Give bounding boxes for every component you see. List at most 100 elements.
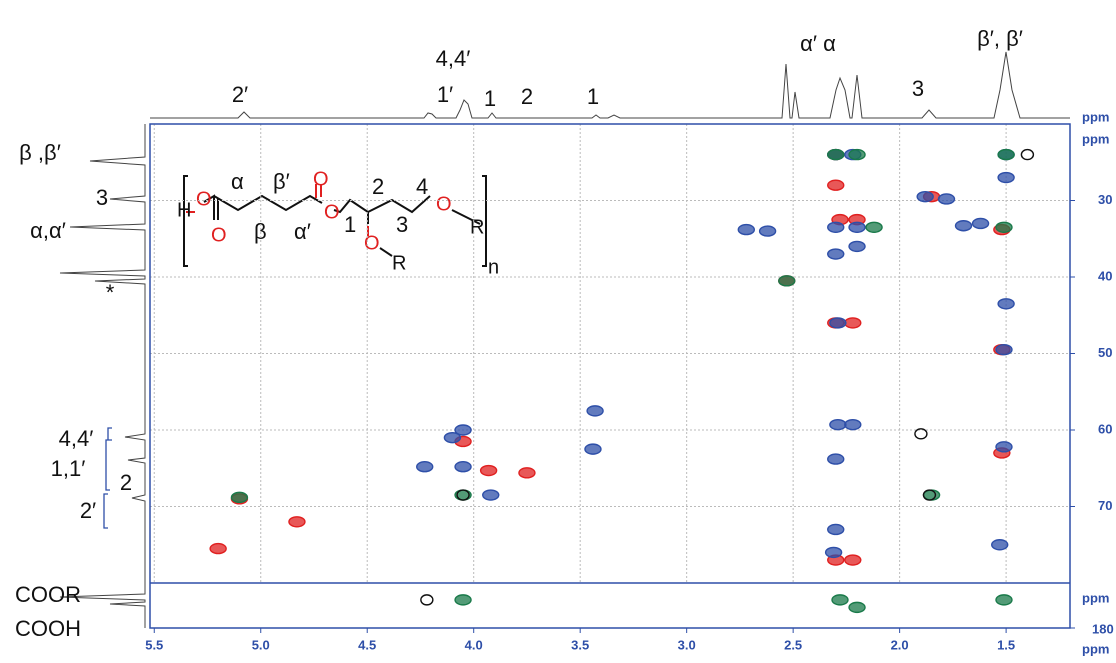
structure-atom: O	[364, 232, 380, 254]
cross-peak	[209, 542, 227, 555]
cross-peak	[848, 240, 866, 253]
structure	[183, 175, 487, 267]
x-tick-label: 5.5	[145, 637, 163, 652]
cross-peak	[995, 441, 1013, 453]
top-trace	[150, 51, 1070, 119]
peak-label: 2	[120, 470, 132, 495]
cross-peak	[454, 424, 472, 436]
cross-peak	[844, 418, 862, 431]
cross-peak	[416, 461, 434, 473]
cross-peak	[454, 594, 472, 606]
x-tick-label: 4.0	[465, 637, 483, 652]
cross-peak	[518, 467, 536, 479]
cross-peak	[827, 248, 845, 260]
structure-position: 1	[344, 212, 356, 237]
cross-peak	[995, 343, 1013, 356]
cross-peak	[848, 601, 866, 614]
cross-peak	[827, 148, 845, 161]
y-tick-label: 70	[1098, 498, 1112, 513]
bracket	[103, 427, 112, 529]
structure-atom: O	[324, 201, 340, 223]
peak-label: *	[106, 280, 115, 305]
cross-peak	[456, 489, 470, 501]
x-tick-label: 3.5	[571, 637, 589, 652]
cross-peak	[482, 489, 500, 501]
structure-atom: R	[470, 216, 484, 238]
cross-peak	[865, 221, 883, 233]
peak-label: 2′	[232, 82, 248, 107]
y-tick-label: 30	[1098, 192, 1112, 207]
y-tick-label: 50	[1098, 345, 1112, 360]
left-trace	[59, 124, 146, 628]
x-tick-label: 2.0	[891, 637, 909, 652]
peak-label: 3	[912, 76, 924, 101]
cross-peak	[737, 223, 755, 236]
x-tick-label: 2.5	[784, 637, 802, 652]
peak-label: α,α′	[30, 218, 66, 243]
cross-peak	[586, 405, 604, 417]
cross-peak	[995, 221, 1013, 233]
peak-label: 1,1′	[51, 456, 86, 481]
cross-peak	[954, 220, 973, 232]
peak-label: 1	[587, 84, 599, 109]
peak-label: α′ α	[800, 31, 836, 56]
cross-peak	[584, 443, 602, 455]
structure-repeat: n	[488, 256, 499, 278]
cross-peak	[827, 179, 845, 191]
peak-label: 1	[484, 86, 496, 111]
cross-peak	[454, 461, 472, 473]
axis-label: ppm	[1082, 131, 1109, 146]
cross-peak	[230, 491, 249, 504]
structure-atom: O	[211, 224, 227, 246]
axis-label: ppm	[1082, 641, 1109, 656]
structure-position: 3	[396, 212, 408, 237]
peak-label: 2	[521, 84, 533, 109]
y-tick-label: 180	[1092, 621, 1114, 636]
cross-peak	[831, 594, 849, 606]
cross-peak	[997, 171, 1015, 184]
structure-position: α′	[294, 219, 311, 244]
structure-position: β	[254, 219, 267, 244]
peak-label: 3	[96, 185, 108, 210]
peak-label: 1′	[437, 82, 453, 107]
peak-label: COOR	[15, 582, 81, 607]
structure-position: 4	[416, 174, 428, 199]
cross-peak	[1020, 148, 1035, 161]
cross-peak	[844, 554, 862, 566]
peak-label: β′, β′	[977, 26, 1023, 51]
cross-peak	[916, 190, 934, 203]
peak-label: 4,4′	[59, 426, 94, 451]
peak-label: 2′	[80, 498, 96, 523]
cross-peak	[997, 148, 1015, 161]
structure-atom: O	[436, 193, 452, 215]
peak-label: COOH	[15, 616, 81, 641]
cross-peak	[922, 489, 937, 501]
cross-peak	[420, 594, 434, 606]
cross-peak	[991, 539, 1009, 551]
axis-label: ppm	[1082, 590, 1109, 605]
x-tick-label: 3.0	[678, 637, 696, 652]
structure-atom: R	[392, 252, 406, 274]
cross-peak	[479, 464, 498, 477]
cross-peak	[824, 546, 843, 559]
structure-atom: H	[177, 199, 191, 221]
cross-peak	[829, 317, 847, 329]
cross-peak	[443, 431, 462, 444]
cross-peak	[778, 275, 796, 287]
cross-peak	[827, 453, 845, 465]
cross-peak	[848, 148, 866, 161]
structure-position: β′	[273, 169, 290, 194]
cross-peak	[827, 523, 845, 536]
cross-peak	[844, 317, 862, 329]
cross-peak	[971, 217, 990, 230]
cross-peak	[995, 594, 1013, 606]
axis-label: ppm	[1082, 109, 1109, 124]
cross-peak	[848, 221, 866, 233]
x-tick-label: 5.0	[252, 637, 270, 652]
y-tick-label: 40	[1098, 268, 1112, 283]
cross-peak	[937, 193, 956, 205]
structure-atom: O	[313, 168, 329, 190]
structure-atom: O	[196, 188, 212, 210]
peak-label: 4,4′	[436, 46, 471, 71]
peak-label: β ,β′	[19, 140, 61, 165]
